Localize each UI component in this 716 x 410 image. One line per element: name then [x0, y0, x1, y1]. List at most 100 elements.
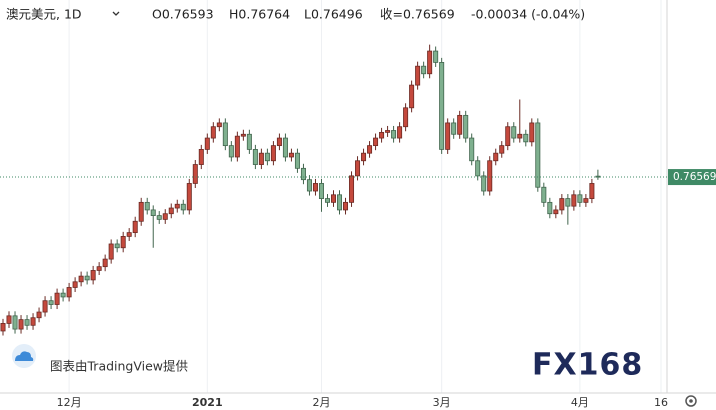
candle-body: [499, 145, 505, 154]
candle-body: [475, 160, 481, 177]
candle-body: [487, 160, 493, 192]
ohlc-open: O0.76593: [152, 7, 214, 22]
candle-body: [421, 65, 427, 75]
candle-body: [427, 50, 433, 75]
candle-body: [541, 186, 547, 203]
credit-text[interactable]: 图表由TradingView提供: [50, 359, 188, 374]
candle-body: [132, 220, 138, 234]
symbol[interactable]: 澳元美元, 1D: [6, 7, 82, 22]
candle-body: [192, 164, 198, 184]
candle-body: [222, 122, 228, 147]
candle-body: [409, 84, 415, 109]
candle-body: [72, 281, 78, 288]
candles: [0, 44, 601, 336]
candle-body: [445, 122, 451, 150]
tradingview-credit: 图表由TradingView提供: [12, 344, 188, 374]
candle-body: [18, 319, 24, 330]
candle-body: [108, 243, 114, 260]
candle-body: [403, 107, 409, 128]
candle-body: [216, 122, 222, 128]
candle-body: [505, 126, 511, 147]
x-tick-label: 2021: [192, 396, 223, 409]
candle-body: [234, 135, 240, 158]
candle-body: [511, 126, 517, 139]
candle-body: [174, 203, 180, 209]
last-price-label: 0.76569: [673, 171, 716, 183]
candle-body: [84, 275, 90, 281]
x-tick-label: 3月: [433, 396, 451, 409]
candle-body: [102, 258, 108, 268]
candle-body: [138, 201, 144, 222]
candle-body: [318, 183, 324, 199]
candle-body: [306, 179, 312, 192]
candle-body: [385, 130, 391, 133]
candle-body: [493, 152, 499, 162]
candle-body: [463, 114, 469, 139]
candle-body: [361, 152, 367, 162]
candle-body: [589, 183, 595, 199]
candle-body: [114, 243, 120, 249]
candle-body: [571, 194, 577, 207]
header: 澳元美元, 1D O0.76593 H0.76764 L0.76496 收=0.…: [6, 7, 585, 22]
candle-body: [300, 167, 306, 181]
candle-body: [150, 209, 156, 217]
candle-body: [264, 152, 270, 162]
candle-body: [523, 133, 529, 143]
candle-body: [240, 133, 246, 137]
candle-body: [337, 194, 343, 211]
candle-body: [343, 201, 349, 211]
ohlc-low: L0.76496: [304, 7, 363, 22]
candle-body: [565, 198, 571, 207]
candle-body: [204, 137, 210, 150]
candle-body: [156, 215, 162, 220]
candle-body: [0, 323, 6, 332]
candle-body: [120, 236, 126, 249]
candle-body: [246, 133, 252, 150]
candle-body: [6, 315, 12, 324]
candle-body: [469, 137, 475, 162]
ohlc-high: H0.76764: [229, 7, 290, 22]
candle-body: [276, 137, 282, 147]
x-tick-label: 4月: [571, 396, 589, 409]
candle-body: [312, 183, 318, 192]
candle-body: [162, 213, 168, 220]
candle-body: [559, 198, 565, 211]
ohlc-change: -0.00034 (-0.04%): [471, 7, 585, 22]
candle-body: [391, 130, 397, 139]
candle-body: [90, 270, 96, 281]
candle-body: [168, 207, 174, 215]
settings-icon[interactable]: [685, 395, 697, 407]
candle-body: [577, 194, 583, 203]
candle-body: [186, 183, 192, 211]
candle-body: [583, 198, 589, 203]
candle-body: [367, 145, 373, 154]
candle-body: [379, 131, 385, 139]
gear[interactable]: [685, 395, 697, 407]
x-tick-label: 12月: [57, 396, 82, 409]
candle-body: [270, 145, 276, 162]
candle-body: [294, 152, 300, 169]
candle-body: [180, 203, 186, 211]
candle-body: [324, 198, 330, 203]
candle-body: [30, 317, 36, 326]
candle-body: [144, 201, 150, 211]
candle-body: [349, 175, 355, 203]
candle-body: [126, 232, 132, 237]
candle-body: [529, 122, 535, 143]
candle-body: [48, 300, 54, 305]
candle-body: [60, 292, 66, 298]
candle-body: [415, 65, 421, 86]
candle-body: [24, 319, 30, 326]
chevron[interactable]: [112, 11, 120, 16]
candle-body: [282, 137, 288, 158]
logo: FX168: [532, 348, 643, 383]
candle-body: [330, 194, 337, 203]
candle-body: [517, 133, 523, 139]
gear-hub[interactable]: [689, 399, 693, 403]
candle-body: [553, 209, 559, 215]
last-price-tag: [668, 169, 716, 186]
x-tick-label: 16: [654, 396, 668, 409]
candle-body: [547, 201, 553, 215]
candle-body: [288, 152, 294, 158]
